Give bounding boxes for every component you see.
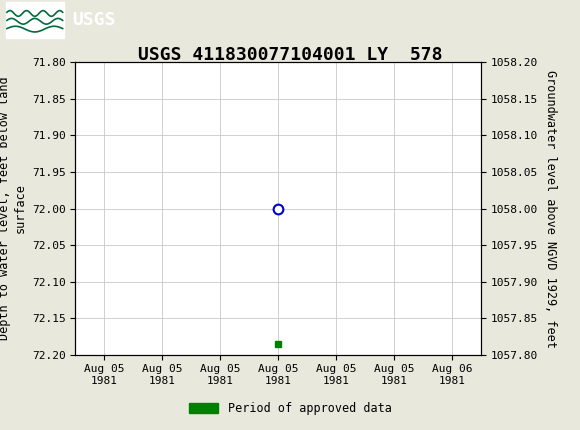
Y-axis label: Groundwater level above NGVD 1929, feet: Groundwater level above NGVD 1929, feet [544,70,557,347]
Y-axis label: Depth to water level, feet below land
surface: Depth to water level, feet below land su… [0,77,26,341]
FancyBboxPatch shape [6,3,64,38]
Text: USGS: USGS [72,11,116,29]
Legend: Period of approved data: Period of approved data [184,397,396,420]
Text: USGS 411830077104001 LY  578: USGS 411830077104001 LY 578 [138,46,442,64]
